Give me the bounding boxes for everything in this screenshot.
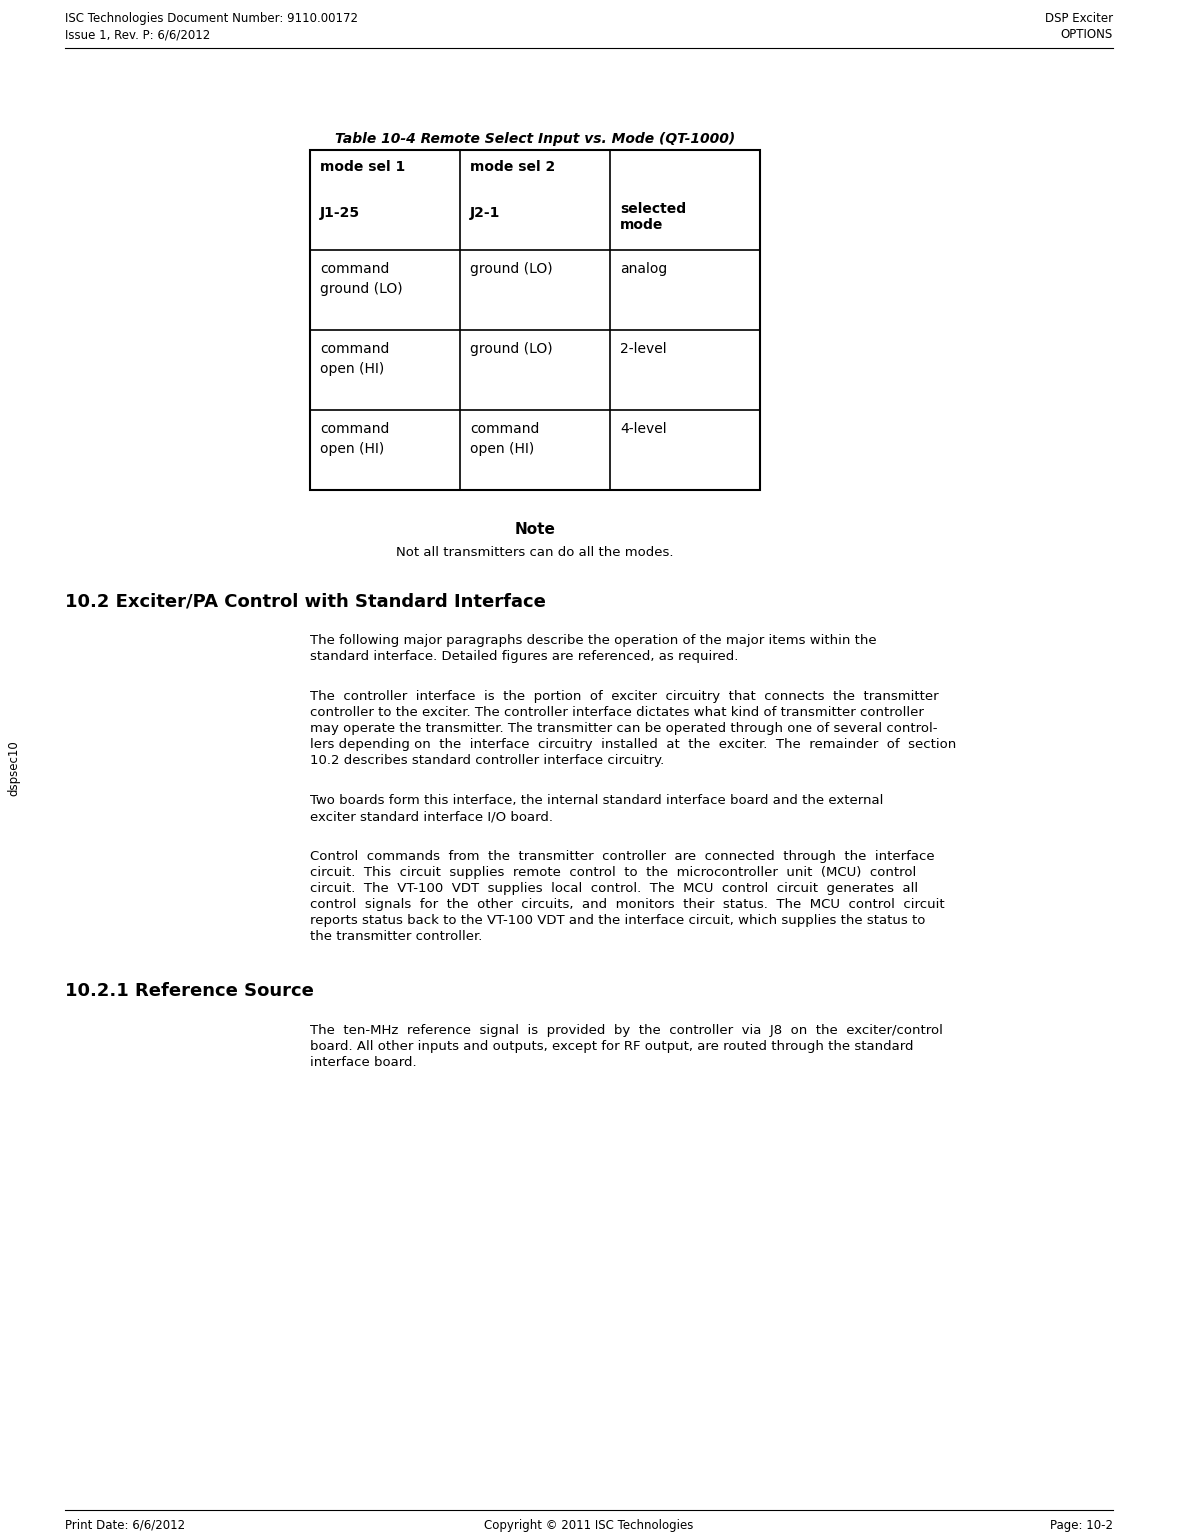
Text: circuit.  The  VT-100  VDT  supplies  local  control.  The  MCU  control  circui: circuit. The VT-100 VDT supplies local c… <box>310 882 918 895</box>
Text: Two boards form this interface, the internal standard interface board and the ex: Two boards form this interface, the inte… <box>310 795 884 807</box>
Text: standard interface. Detailed figures are referenced, as required.: standard interface. Detailed figures are… <box>310 650 739 662</box>
Text: Page: 10-2: Page: 10-2 <box>1050 1519 1113 1532</box>
Text: mode: mode <box>620 218 663 232</box>
Text: command: command <box>320 423 390 437</box>
Text: interface board.: interface board. <box>310 1056 417 1070</box>
Text: circuit.  This  circuit  supplies  remote  control  to  the  microcontroller  un: circuit. This circuit supplies remote co… <box>310 865 916 879</box>
Text: analog: analog <box>620 261 667 277</box>
Bar <box>310 151 760 490</box>
Text: 4-level: 4-level <box>620 423 667 437</box>
Text: command: command <box>320 261 390 277</box>
Text: 10.2.1 Reference Source: 10.2.1 Reference Source <box>65 982 313 1001</box>
Text: command: command <box>470 423 540 437</box>
Text: 10.2 Exciter/PA Control with Standard Interface: 10.2 Exciter/PA Control with Standard In… <box>65 592 545 610</box>
Text: J1-25: J1-25 <box>320 206 360 220</box>
Text: The  controller  interface  is  the  portion  of  exciter  circuitry  that  conn: The controller interface is the portion … <box>310 690 939 702</box>
Text: ground (LO): ground (LO) <box>320 281 403 297</box>
Text: selected: selected <box>620 201 686 217</box>
Text: OPTIONS: OPTIONS <box>1060 28 1113 41</box>
Text: Copyright © 2011 ISC Technologies: Copyright © 2011 ISC Technologies <box>484 1519 694 1532</box>
Text: 2-level: 2-level <box>620 343 667 357</box>
Text: the transmitter controller.: the transmitter controller. <box>310 930 482 944</box>
Text: Table 10-4 Remote Select Input vs. Mode (QT-1000): Table 10-4 Remote Select Input vs. Mode … <box>335 132 735 146</box>
Text: lers depending on  the  interface  circuitry  installed  at  the  exciter.  The : lers depending on the interface circuitr… <box>310 738 957 752</box>
Text: 10.2 describes standard controller interface circuitry.: 10.2 describes standard controller inter… <box>310 755 664 767</box>
Text: may operate the transmitter. The transmitter can be operated through one of seve: may operate the transmitter. The transmi… <box>310 722 938 735</box>
Text: Issue 1, Rev. P: 6/6/2012: Issue 1, Rev. P: 6/6/2012 <box>65 28 210 41</box>
Text: open (HI): open (HI) <box>320 443 384 456</box>
Text: ISC Technologies Document Number: 9110.00172: ISC Technologies Document Number: 9110.0… <box>65 12 358 25</box>
Text: Not all transmitters can do all the modes.: Not all transmitters can do all the mode… <box>396 546 674 559</box>
Text: Control  commands  from  the  transmitter  controller  are  connected  through  : Control commands from the transmitter co… <box>310 850 934 862</box>
Text: Print Date: 6/6/2012: Print Date: 6/6/2012 <box>65 1519 185 1532</box>
Text: The following major paragraphs describe the operation of the major items within : The following major paragraphs describe … <box>310 633 876 647</box>
Text: mode sel 1: mode sel 1 <box>320 160 405 174</box>
Text: ground (LO): ground (LO) <box>470 343 552 357</box>
Text: DSP Exciter: DSP Exciter <box>1045 12 1113 25</box>
Text: command: command <box>320 343 390 357</box>
Text: ground (LO): ground (LO) <box>470 261 552 277</box>
Text: open (HI): open (HI) <box>470 443 535 456</box>
Text: J2-1: J2-1 <box>470 206 501 220</box>
Text: exciter standard interface I/O board.: exciter standard interface I/O board. <box>310 810 552 822</box>
Text: mode sel 2: mode sel 2 <box>470 160 555 174</box>
Text: control  signals  for  the  other  circuits,  and  monitors  their  status.  The: control signals for the other circuits, … <box>310 898 945 911</box>
Text: open (HI): open (HI) <box>320 363 384 377</box>
Text: The  ten-MHz  reference  signal  is  provided  by  the  controller  via  J8  on : The ten-MHz reference signal is provided… <box>310 1024 942 1037</box>
Text: controller to the exciter. The controller interface dictates what kind of transm: controller to the exciter. The controlle… <box>310 705 924 719</box>
Text: reports status back to the VT-100 VDT and the interface circuit, which supplies : reports status back to the VT-100 VDT an… <box>310 915 926 927</box>
Text: dspsec10: dspsec10 <box>7 741 20 796</box>
Text: board. All other inputs and outputs, except for RF output, are routed through th: board. All other inputs and outputs, exc… <box>310 1041 913 1053</box>
Text: Note: Note <box>515 523 556 536</box>
